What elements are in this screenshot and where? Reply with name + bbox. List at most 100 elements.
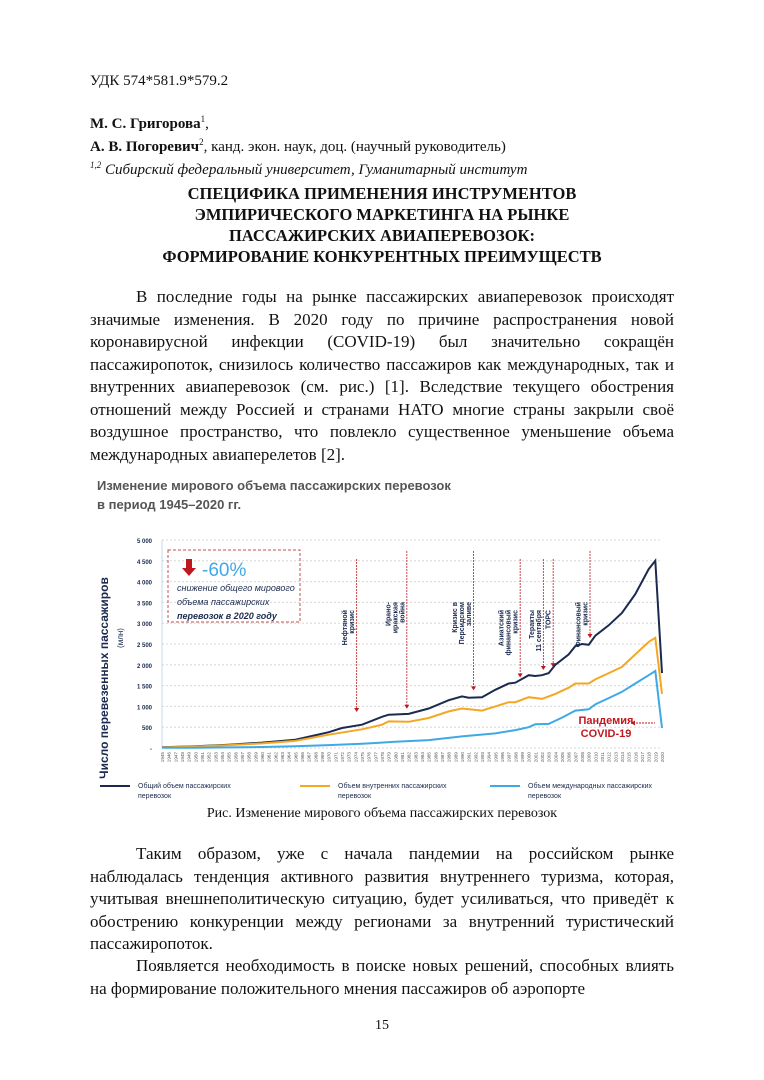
x-tick-label: 2011 [600, 752, 605, 762]
page-number: 15 [375, 1018, 389, 1033]
x-tick-label: 1985 [427, 752, 432, 763]
legend-label: Общий объем пассажирских [138, 782, 231, 790]
x-tick-label: 1960 [260, 752, 265, 763]
author-1: М. С. Григорова1, [90, 114, 209, 132]
x-tick-label: 1952 [207, 752, 212, 763]
x-tick-label: 1965 [293, 752, 298, 763]
x-tick-label: 1967 [307, 752, 312, 763]
annotation-arrow-head [550, 663, 556, 668]
annotation-label: ТОРС [546, 610, 553, 629]
x-tick-label: 1978 [380, 752, 385, 763]
annotation-label: Ирано- [385, 601, 392, 626]
annotation-label: кризис [513, 610, 520, 634]
x-tick-label: 1982 [407, 752, 412, 763]
annotation-label: кризис [349, 610, 356, 634]
y-tick-label: 4 500 [137, 560, 153, 566]
x-tick-label: 2012 [607, 752, 612, 763]
chart-title: Изменение мирового объема пассажирских п… [97, 478, 451, 493]
x-tick-label: 1992 [473, 752, 478, 763]
x-tick-label: 2008 [580, 752, 585, 763]
y-axis-label: Число перевезенных пассажиров [97, 577, 111, 779]
annotation-arrow-head [587, 634, 593, 638]
x-tick-label: 1962 [273, 752, 278, 763]
x-tick-label: 1993 [480, 752, 485, 763]
y-tick-label: 4 000 [137, 581, 153, 587]
callout-line-3: перевозок в 2020 году [177, 611, 278, 621]
x-tick-label: 2000 [527, 752, 532, 763]
x-tick-label: 2018 [647, 752, 652, 763]
x-tick-label: 1974 [353, 752, 358, 763]
annotation-label: Теракты [529, 610, 536, 639]
legend-label: Объем международных пассажирских [528, 782, 652, 790]
x-tick-label: 2019 [653, 752, 658, 763]
x-tick-label: 2016 [633, 752, 638, 763]
udk-code: УДК 574*581.9*579.2 [90, 73, 229, 89]
paragraph-1: В последние годы на рынке пассажирских а… [90, 287, 674, 464]
y-tick-label: 5 000 [137, 539, 153, 545]
x-tick-label: 2006 [567, 752, 572, 763]
x-tick-label: 1973 [347, 752, 352, 763]
annotation-label: Азиатский [498, 610, 506, 646]
annotation-arrow-head [404, 704, 410, 709]
x-tick-label: 1949 [187, 752, 192, 763]
x-tick-label: 1946 [167, 752, 172, 763]
x-tick-label: 1980 [393, 752, 398, 763]
x-tick-label: 1950 [193, 752, 198, 763]
x-tick-label: 1997 [507, 752, 512, 763]
annotation-label: финансовый [505, 610, 513, 656]
x-tick-label: 1989 [453, 752, 458, 763]
annotation-label: Финансовый [575, 602, 583, 647]
x-tick-label: 1968 [313, 752, 318, 763]
authors-block: М. С. Григорова1, А. В. Погоревич2, канд… [90, 110, 527, 179]
annotation-arrow-head [540, 666, 546, 671]
x-tick-label: 2004 [553, 752, 558, 763]
x-tick-label: 1953 [213, 752, 218, 763]
annotation-label: Нефтяной [341, 610, 349, 645]
x-tick-label: 1975 [360, 752, 365, 763]
annotation-arrow-head [354, 708, 360, 712]
x-tick-label: 2007 [573, 752, 578, 763]
annotation-label: война [398, 602, 406, 623]
x-tick-label: 1955 [227, 752, 232, 763]
x-tick-label: 1951 [200, 752, 205, 763]
x-tick-label: 1991 [467, 752, 472, 763]
x-tick-label: 1998 [513, 752, 518, 763]
paragraph-3: Появляется необходимость в поиске новых … [90, 956, 674, 998]
legend-label: перевозок [338, 793, 372, 800]
paragraph-2: Таким образом, уже с начала пандемии на … [90, 844, 674, 953]
annotation-label: Кризис в [452, 601, 459, 632]
x-tick-label: 1994 [487, 752, 492, 763]
x-tick-label: 1995 [493, 752, 498, 763]
legend-label: перевозок [528, 793, 562, 800]
x-tick-label: 1964 [287, 752, 292, 763]
y-axis-unit: (млн) [116, 628, 125, 648]
annotation-arrow-head [471, 686, 476, 691]
x-tick-label: 1986 [433, 752, 438, 763]
x-tick-label: 1983 [413, 752, 418, 763]
y-tick-label: 500 [142, 726, 153, 732]
y-tick-label: 1 000 [137, 705, 153, 711]
x-tick-label: 1947 [173, 752, 178, 763]
x-tick-label: 2005 [560, 752, 565, 763]
x-tick-label: 1990 [460, 752, 465, 763]
x-tick-label: 1977 [373, 752, 378, 763]
x-tick-label: 1988 [447, 752, 452, 763]
callout-value: -60% [202, 560, 246, 581]
x-tick-label: 1957 [240, 752, 245, 763]
x-tick-label: 1981 [400, 752, 405, 763]
x-tick-label: 1971 [333, 752, 338, 763]
x-tick-label: 1984 [420, 752, 425, 763]
y-tick-label: - [150, 747, 152, 753]
pandemic-label-2: COVID-19 [581, 728, 632, 740]
author-2: А. В. Погоревич2, канд. экон. наук, доц.… [90, 137, 506, 155]
callout-box [167, 549, 301, 623]
down-arrow-icon [182, 559, 196, 576]
x-tick-label: 1970 [327, 752, 332, 763]
x-tick-label: 1999 [520, 752, 525, 763]
annotation-label: заливе [466, 602, 473, 626]
annotation-label: 11 сентября [535, 610, 543, 651]
x-tick-label: 2003 [547, 752, 552, 763]
x-tick-label: 1996 [500, 752, 505, 763]
pandemic-arrow-head [631, 720, 635, 726]
passenger-volume-chart: Изменение мирового объема пассажирских п… [97, 478, 665, 800]
